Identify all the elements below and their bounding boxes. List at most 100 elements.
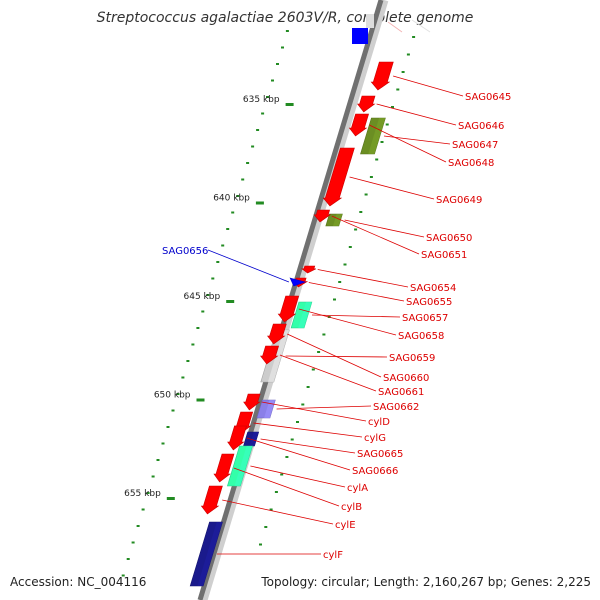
scale-tick	[166, 497, 175, 500]
track-dot	[206, 294, 210, 296]
scale-tick-label: 645 kbp	[184, 292, 221, 302]
track-dot	[274, 491, 278, 493]
track-dot	[271, 79, 274, 82]
gene-leader-line	[222, 499, 334, 525]
gene-sag0651[interactable]	[313, 209, 332, 223]
track-dot	[146, 492, 150, 494]
gene-cylb[interactable]	[213, 453, 235, 483]
track-dot	[166, 426, 170, 428]
gene-sag0666[interactable]	[227, 425, 247, 451]
gene-leader-line	[279, 354, 377, 392]
track-dot	[266, 96, 269, 98]
gene-label: cylG	[364, 433, 386, 444]
gene-label: SAG0656	[162, 246, 208, 257]
gene-label: SAG0647	[452, 140, 498, 151]
track-dot	[191, 343, 195, 346]
gene-leader-line	[233, 467, 340, 507]
gene-label: SAG0648	[448, 158, 494, 169]
gene-sag0656[interactable]	[289, 277, 307, 287]
scale-tick	[196, 398, 205, 402]
track-dot	[285, 456, 289, 458]
track-dot	[251, 145, 255, 148]
gene-highlight	[197, 522, 223, 586]
gene-leader-line	[276, 405, 372, 410]
track-dot	[161, 442, 165, 445]
gene-label: SAG0665	[357, 449, 403, 460]
gene-sag0646[interactable]	[356, 95, 376, 113]
gene-leader-line	[253, 422, 363, 438]
scale-tick-label: 635 kbp	[243, 95, 280, 105]
gene-leader-line	[311, 314, 401, 318]
gene-highlight	[264, 400, 276, 418]
track-dot	[385, 123, 389, 126]
track-dot	[186, 360, 190, 362]
track-dot	[236, 195, 240, 197]
scale-tick	[285, 103, 294, 106]
track-dot	[241, 178, 245, 181]
gene-label: SAG0658	[398, 331, 444, 342]
gene-sag0661[interactable]	[259, 345, 280, 365]
track-dot	[285, 30, 289, 32]
track-dot	[126, 558, 130, 560]
track-dot	[231, 211, 235, 214]
genome-info-text: Topology: circular; Length: 2,160,267 bp…	[260, 575, 591, 589]
track-dot	[261, 112, 265, 115]
gene-sag0645[interactable]	[370, 61, 394, 91]
gene-cyld[interactable]	[243, 393, 261, 411]
gene-sag0660[interactable]	[266, 323, 287, 345]
dotted-track-left	[121, 30, 289, 577]
gene-sag0648[interactable]	[348, 113, 370, 137]
track-dot	[181, 376, 185, 379]
scale-ticks: 635 kbp 640 kbp 645 kbp 650 kbp 655 kbp	[124, 95, 294, 500]
track-dot	[396, 88, 400, 91]
gene-label: SAG0662	[373, 402, 419, 413]
track-dot	[269, 508, 273, 511]
track-dot	[401, 71, 405, 73]
gene-leader-line	[331, 215, 420, 255]
gene-sag0654[interactable]	[300, 265, 317, 274]
gene-cyle[interactable]	[200, 485, 223, 515]
gene-sag0658[interactable]	[277, 295, 300, 323]
track-dot	[141, 508, 145, 511]
dotted-track-right	[259, 36, 416, 546]
track-dot	[348, 246, 352, 248]
track-dot	[369, 176, 373, 178]
track-dot	[221, 244, 225, 247]
track-dot	[354, 228, 358, 231]
track-dot	[406, 53, 410, 56]
track-dot	[151, 475, 155, 478]
gene-label: SAG0655	[406, 297, 452, 308]
gene-label: SAG0661	[378, 387, 424, 398]
track-dot	[176, 393, 180, 395]
gene-leader-line	[260, 438, 356, 454]
gene-label: SAG0646	[458, 121, 504, 132]
track-dot	[301, 403, 305, 406]
gene-leader-line	[376, 103, 457, 126]
track-dot	[391, 106, 394, 108]
gene-sag0649[interactable]	[322, 147, 355, 207]
track-dot	[196, 327, 200, 329]
gene-highlight	[298, 302, 312, 328]
gene-label: SAG0649	[436, 195, 482, 206]
track-dot	[226, 228, 230, 230]
gene-highlight	[368, 118, 386, 154]
gene-labels: SAG0645 SAG0646 SAG0647 SAG0648 SAG0649 SAG06…	[162, 19, 511, 561]
gene-highlight	[267, 330, 290, 382]
track-dot	[156, 459, 160, 461]
gene-leader-line	[261, 401, 367, 422]
gene-leader-line	[246, 437, 351, 471]
gene-leader-line	[317, 269, 409, 288]
track-dot	[256, 129, 260, 131]
gene-label: SAG0651	[421, 250, 467, 261]
track-dot	[131, 541, 135, 544]
track-dot	[280, 473, 284, 476]
gene-leader-line	[298, 308, 397, 336]
track-dot	[136, 525, 140, 527]
gene-label: cylA	[347, 483, 368, 494]
scale-tick-label: 640 kbp	[213, 194, 250, 204]
gene-leader-line	[207, 249, 290, 283]
track-dot	[333, 298, 336, 301]
gene-leader-line	[308, 282, 405, 302]
gene-highlight	[333, 214, 343, 226]
